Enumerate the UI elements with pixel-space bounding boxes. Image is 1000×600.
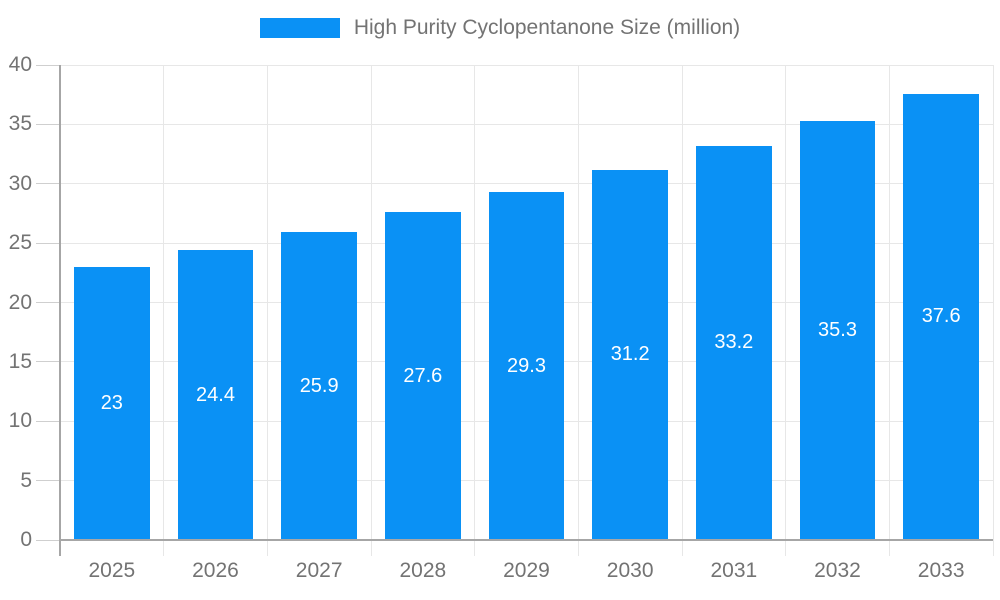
y-tick bbox=[36, 420, 60, 422]
x-gridline bbox=[474, 65, 476, 556]
y-axis-label: 20 bbox=[8, 290, 32, 314]
bar-value-label: 23 bbox=[100, 391, 123, 414]
bar: 35.3 bbox=[799, 120, 876, 540]
y-axis-line bbox=[59, 65, 61, 556]
x-gridline bbox=[266, 65, 268, 556]
x-gridline bbox=[785, 65, 787, 556]
y-axis-label: 40 bbox=[8, 53, 32, 76]
y-gridline bbox=[60, 64, 993, 66]
x-gridline bbox=[681, 65, 683, 556]
bar: 31.2 bbox=[592, 169, 668, 540]
y-axis-label: 15 bbox=[8, 349, 32, 373]
y-axis-label: 0 bbox=[20, 528, 32, 551]
x-axis-label: 2029 bbox=[503, 559, 550, 582]
bar-value-label: 29.3 bbox=[507, 354, 546, 377]
y-axis-label: 10 bbox=[8, 409, 32, 433]
x-axis-line bbox=[60, 539, 993, 541]
bar-value-label: 31.2 bbox=[610, 343, 650, 366]
legend-swatch bbox=[259, 18, 340, 38]
bar-value-label: 24.4 bbox=[196, 383, 235, 406]
y-axis-label: 5 bbox=[20, 468, 32, 492]
bar-value-label: 27.6 bbox=[403, 364, 443, 387]
y-gridline bbox=[60, 183, 993, 185]
bar-value-label: 37.6 bbox=[921, 305, 961, 328]
y-tick bbox=[36, 539, 60, 541]
y-gridline bbox=[60, 123, 993, 125]
bar-value-label: 35.3 bbox=[818, 318, 857, 341]
y-tick bbox=[36, 183, 60, 185]
x-axis-label: 2032 bbox=[814, 559, 861, 582]
bar-value-label: 33.2 bbox=[714, 331, 754, 354]
y-tick bbox=[36, 361, 60, 363]
bar-value-label: 25.9 bbox=[299, 374, 339, 397]
legend-item[interactable]: High Purity Cyclopentanone Size (million… bbox=[0, 16, 1000, 40]
x-gridline bbox=[577, 65, 579, 556]
x-gridline bbox=[992, 65, 994, 556]
bar: 33.2 bbox=[695, 145, 772, 540]
y-axis-label: 25 bbox=[8, 231, 32, 255]
legend-label: High Purity Cyclopentanone Size (million… bbox=[353, 16, 741, 39]
x-axis-label: 2026 bbox=[192, 559, 239, 582]
y-axis-label: 35 bbox=[8, 112, 32, 136]
x-axis-label: 2027 bbox=[295, 559, 343, 582]
bar: 27.6 bbox=[384, 212, 461, 540]
bar: 23 bbox=[73, 266, 150, 540]
x-axis-label: 2025 bbox=[88, 559, 136, 582]
bar: 37.6 bbox=[903, 93, 979, 540]
bar: 25.9 bbox=[281, 232, 357, 540]
x-axis-label: 2033 bbox=[917, 559, 965, 582]
bar: 29.3 bbox=[488, 192, 565, 540]
x-gridline bbox=[888, 65, 890, 556]
x-axis-label: 2031 bbox=[710, 559, 758, 582]
y-tick bbox=[36, 302, 60, 303]
y-tick bbox=[36, 123, 60, 125]
x-gridline bbox=[370, 65, 372, 556]
x-gridline bbox=[163, 65, 165, 556]
bar: 24.4 bbox=[177, 250, 254, 540]
y-axis-label: 30 bbox=[8, 171, 32, 195]
y-tick bbox=[36, 64, 60, 66]
x-axis-label: 2030 bbox=[606, 559, 654, 582]
y-tick bbox=[36, 480, 60, 482]
y-tick bbox=[36, 242, 60, 244]
x-axis-label: 2028 bbox=[399, 559, 447, 582]
